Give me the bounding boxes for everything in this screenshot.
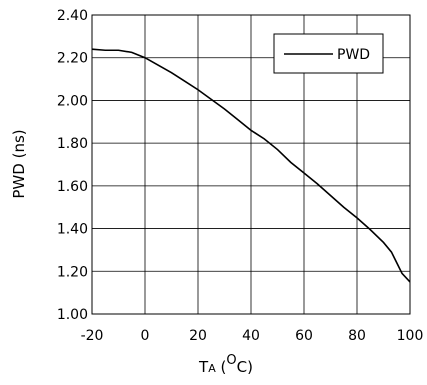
x-axis-ticks: -20 0 20 40 60 80 100	[81, 328, 424, 344]
x-tick-label: 0	[141, 328, 150, 344]
grid	[91, 14, 411, 315]
y-axis-ticks: 1.00 1.20 1.40 1.60 1.80 2.00 2.20 2.40	[57, 8, 88, 323]
x-tick-label: 20	[189, 328, 207, 344]
x-axis-label-subscript: A	[208, 362, 216, 375]
x-tick-label: 80	[348, 328, 366, 344]
x-tick-label: -20	[81, 328, 104, 344]
legend-label-pwd: PWD	[337, 47, 370, 63]
plot-area	[91, 14, 411, 315]
y-tick-label: 1.60	[57, 179, 88, 195]
y-tick-label: 1.40	[57, 222, 88, 238]
x-tick-label: 60	[295, 328, 313, 344]
series-line-pwd	[91, 48, 411, 283]
x-axis-label-open: (	[216, 358, 227, 376]
y-tick-label: 1.20	[57, 264, 88, 280]
x-axis-label: TA (OC)	[198, 353, 253, 376]
y-tick-label: 1.00	[57, 307, 88, 323]
y-tick-label: 2.20	[57, 51, 88, 67]
x-axis-label-main: T	[198, 358, 209, 376]
y-tick-label: 1.80	[57, 136, 88, 152]
x-axis-label-degree: O	[226, 353, 236, 368]
y-tick-label: 2.00	[57, 93, 88, 109]
legend: PWD	[273, 33, 384, 74]
x-tick-label: 100	[397, 328, 424, 344]
x-tick-label: 40	[242, 328, 260, 344]
y-axis-label: PWD (ns)	[10, 129, 28, 198]
x-axis-label-unit: C)	[237, 358, 253, 376]
y-tick-label: 2.40	[57, 8, 88, 24]
